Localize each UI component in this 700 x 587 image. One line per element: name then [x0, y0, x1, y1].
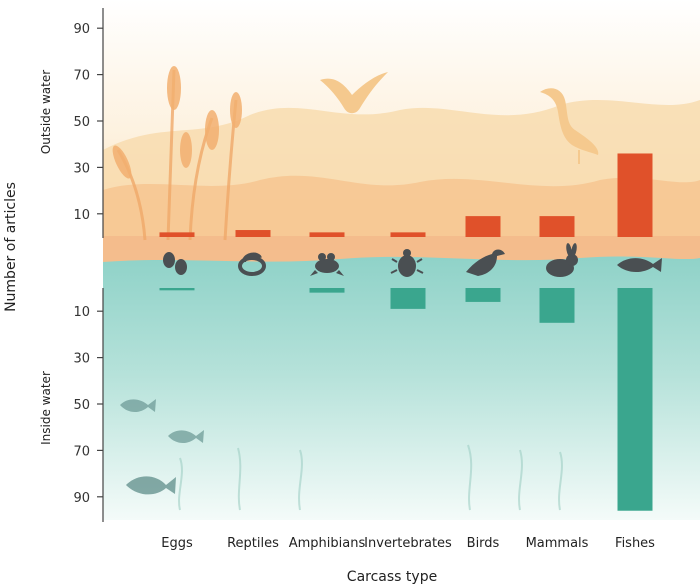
x-tick-label: Fishes [615, 536, 655, 551]
y-tick-label: 10 [73, 305, 90, 320]
eggs-icon [163, 252, 187, 275]
y-tick-label: 50 [73, 398, 90, 413]
x-tick-label: Birds [467, 536, 500, 551]
zone-label-inside: Inside water [39, 371, 53, 445]
bar-inside-eggs [159, 288, 195, 291]
bar-inside-mammals [539, 288, 575, 323]
seaweed [178, 444, 563, 511]
y-ticks-upper: 10 30 50 70 90 [73, 22, 103, 223]
zone-label-outside: Outside water [39, 70, 53, 154]
bar-outside-amphibians [309, 232, 345, 237]
x-tick-label: Eggs [161, 536, 193, 551]
category-icons [163, 243, 662, 277]
y-axis-title: Number of articles [3, 182, 19, 312]
frog-icon [310, 253, 344, 276]
bar-outside-eggs [159, 232, 195, 237]
y-tick-label: 50 [73, 115, 90, 130]
cattails [112, 66, 242, 179]
beetle-icon [390, 249, 424, 277]
bar-inside-amphibians [309, 288, 345, 293]
y-ticks-lower: 10 30 50 70 90 [73, 305, 103, 506]
bar-outside-reptiles [235, 230, 271, 237]
x-axis-title: Carcass type [347, 569, 437, 585]
y-tick-label: 90 [73, 22, 90, 37]
x-tick-label: Amphibians [289, 536, 366, 551]
bar-outside-birds [465, 216, 501, 237]
y-tick-label: 70 [73, 444, 90, 459]
rabbit-icon [546, 243, 578, 277]
snake-icon [238, 252, 266, 276]
y-tick-label: 30 [73, 352, 90, 367]
x-tick-label: Invertebrates [364, 536, 452, 551]
bar-outside-invertebrates [390, 232, 426, 237]
y-tick-label: 10 [73, 208, 90, 223]
y-tick-label: 70 [73, 69, 90, 84]
bars [159, 153, 653, 511]
fish-icon [617, 258, 662, 273]
bar-outside-fishes [617, 153, 653, 237]
bar-inside-fishes [617, 288, 653, 511]
x-tick-label: Mammals [526, 536, 589, 551]
bird-icon [466, 249, 505, 276]
heron-icon [540, 88, 599, 164]
background-fishes [120, 399, 204, 495]
bar-outside-mammals [539, 216, 575, 237]
y-tick-label: 90 [73, 491, 90, 506]
bar-inside-invertebrates [390, 288, 426, 309]
bar-inside-birds [465, 288, 501, 302]
x-tick-label: Reptiles [227, 536, 279, 551]
flying-bird-icon [320, 72, 388, 114]
y-tick-label: 30 [73, 161, 90, 176]
